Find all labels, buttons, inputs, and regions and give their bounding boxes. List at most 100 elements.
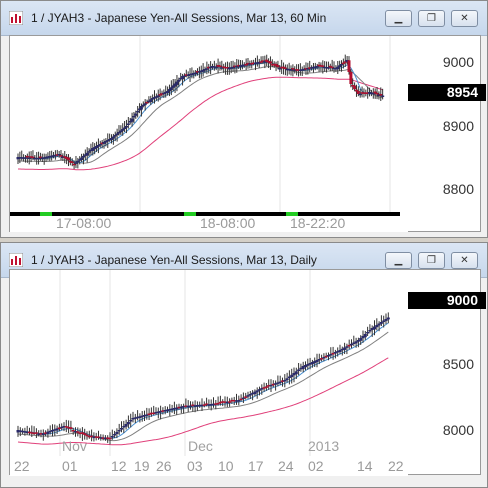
- candle-body: [240, 64, 244, 67]
- candle-body: [154, 412, 158, 414]
- candle-body: [224, 67, 228, 69]
- candle-body: [347, 344, 351, 347]
- time-axis[interactable]: 17-08:00 18-08:00 18-22:20: [10, 212, 408, 232]
- candle-body: [299, 367, 303, 370]
- candle-body: [191, 404, 195, 406]
- candle-body: [182, 406, 186, 408]
- candle-body: [55, 154, 59, 156]
- restore-button[interactable]: ❐: [418, 252, 445, 269]
- candle-body: [313, 361, 317, 364]
- candle-body: [377, 94, 381, 96]
- candle-body: [60, 426, 64, 429]
- candle-body: [44, 432, 48, 434]
- candle-body: [274, 383, 278, 385]
- candle-body: [358, 93, 362, 96]
- time-axis[interactable]: 22 01 12 19 26 03 10 17 24 02 14 22: [10, 456, 408, 476]
- x-tick: 19: [134, 458, 150, 474]
- candle-body: [297, 369, 301, 371]
- candle-body: [126, 123, 130, 125]
- candle-body: [338, 350, 342, 352]
- candle-body: [57, 427, 61, 429]
- candle-body: [113, 135, 117, 137]
- candle-body: [37, 433, 41, 436]
- candle-body: [368, 330, 372, 332]
- price-plot[interactable]: [10, 270, 408, 456]
- x-tick: 03: [187, 458, 203, 474]
- y-tick: 8800: [442, 181, 474, 197]
- candle-body: [216, 65, 220, 67]
- candle-body: [153, 97, 156, 99]
- candle-body: [222, 66, 226, 68]
- candle-body: [384, 319, 388, 321]
- candle-body: [159, 411, 163, 413]
- candle-body: [333, 352, 337, 354]
- candle-body: [201, 69, 205, 72]
- candle-body: [126, 422, 130, 425]
- candle-body: [16, 430, 20, 433]
- candle-body: [162, 92, 166, 95]
- candle-body: [21, 430, 25, 433]
- candle-body: [351, 85, 355, 87]
- candle-body: [248, 394, 252, 396]
- close-button[interactable]: ✕: [451, 252, 478, 269]
- candle-body: [356, 91, 360, 94]
- candle-body: [61, 156, 65, 158]
- candle-body: [147, 413, 151, 415]
- candle-body: [225, 67, 229, 69]
- minimize-icon: ▁: [394, 13, 403, 24]
- restore-button[interactable]: ❐: [418, 10, 445, 27]
- window-title: 1 / JYAH3 - Japanese Yen-All Sessions, M…: [31, 253, 317, 267]
- candle-body: [124, 424, 128, 427]
- candle-body: [108, 139, 112, 141]
- window-title: 1 / JYAH3 - Japanese Yen-All Sessions, M…: [31, 11, 327, 25]
- candle-body: [131, 418, 135, 420]
- candle-body: [237, 400, 241, 402]
- candle-body: [197, 71, 201, 73]
- candle-body: [143, 415, 146, 417]
- candle-body: [368, 92, 372, 94]
- candle-body: [257, 61, 261, 64]
- candle-body: [139, 106, 143, 110]
- candle-body: [350, 343, 353, 346]
- candle-body: [315, 360, 319, 363]
- candle-body: [175, 81, 179, 85]
- price-axis[interactable]: 9000 8500 8000: [408, 270, 486, 476]
- candle-body: [173, 83, 177, 87]
- candle-body: [332, 67, 336, 70]
- y-tick: 8000: [442, 422, 474, 438]
- candle-body: [72, 163, 76, 166]
- x-tick: 10: [218, 458, 234, 474]
- candle-body: [18, 430, 22, 432]
- candle-body: [292, 373, 296, 376]
- price-plot[interactable]: [10, 36, 408, 212]
- minimize-button[interactable]: ▁: [385, 252, 412, 269]
- x-tick: 24: [278, 458, 294, 474]
- minimize-button[interactable]: ▁: [385, 10, 412, 27]
- title-bar[interactable]: 1 / JYAH3 - Japanese Yen-All Sessions, M…: [1, 1, 487, 36]
- candle-body: [375, 325, 379, 328]
- candle-body: [379, 94, 383, 96]
- candle-body: [76, 431, 80, 433]
- candle-body: [379, 322, 383, 324]
- candle-body: [325, 67, 329, 69]
- candle-body: [235, 66, 239, 68]
- x-tick: 02: [308, 458, 324, 474]
- candle-body: [101, 437, 105, 439]
- candle-body: [328, 65, 332, 68]
- candle-body: [300, 69, 304, 71]
- close-button[interactable]: ✕: [451, 10, 478, 27]
- candle-body: [85, 152, 89, 156]
- candle-body: [80, 157, 84, 160]
- candle-body: [317, 64, 321, 67]
- candle-body: [192, 73, 196, 75]
- candle-body: [220, 67, 224, 69]
- chart-window-daily: 1 / JYAH3 - Japanese Yen-All Sessions, M…: [0, 242, 488, 488]
- candle-body: [122, 426, 126, 428]
- candle-body: [80, 432, 84, 434]
- candle-body: [223, 401, 227, 403]
- price-axis[interactable]: 9000 8954 8900 8800: [408, 36, 486, 233]
- candle-body: [373, 326, 376, 330]
- candle-body: [184, 405, 188, 407]
- chart-area[interactable]: 9000 8500 8000 22 01 12 19 26 03 10 17 2…: [9, 269, 486, 476]
- chart-area[interactable]: 9000 8954 8900 8800 17-08:00 18-08:00 18…: [9, 35, 486, 233]
